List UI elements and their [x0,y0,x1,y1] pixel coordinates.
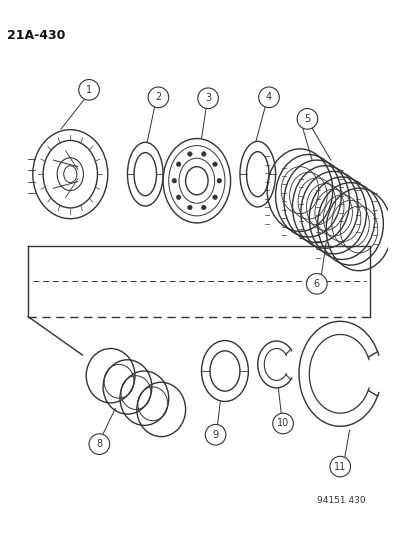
Text: 9: 9 [212,430,218,440]
Text: 6: 6 [313,279,319,289]
Circle shape [187,205,192,210]
Text: 5: 5 [304,114,310,124]
Circle shape [171,179,176,183]
Circle shape [176,195,180,200]
Circle shape [258,87,279,108]
Circle shape [197,88,218,109]
Circle shape [297,109,317,129]
Text: 2: 2 [155,92,161,102]
Circle shape [212,195,217,200]
Circle shape [148,87,169,108]
Circle shape [201,152,206,156]
Text: 1: 1 [86,85,92,95]
Circle shape [216,179,221,183]
Circle shape [212,162,217,166]
Circle shape [201,205,206,210]
Circle shape [306,273,326,294]
Text: 3: 3 [204,93,211,103]
Text: 11: 11 [333,462,346,472]
Circle shape [176,162,180,166]
Text: 94151 430: 94151 430 [316,496,365,505]
Text: 10: 10 [276,418,289,429]
Text: 4: 4 [265,92,271,102]
Circle shape [329,456,350,477]
Circle shape [89,434,109,455]
Circle shape [272,413,293,434]
Text: 8: 8 [96,439,102,449]
Circle shape [406,171,413,191]
Circle shape [187,152,192,156]
Circle shape [205,424,225,445]
Circle shape [78,79,99,100]
Text: 21A-430: 21A-430 [7,29,66,42]
